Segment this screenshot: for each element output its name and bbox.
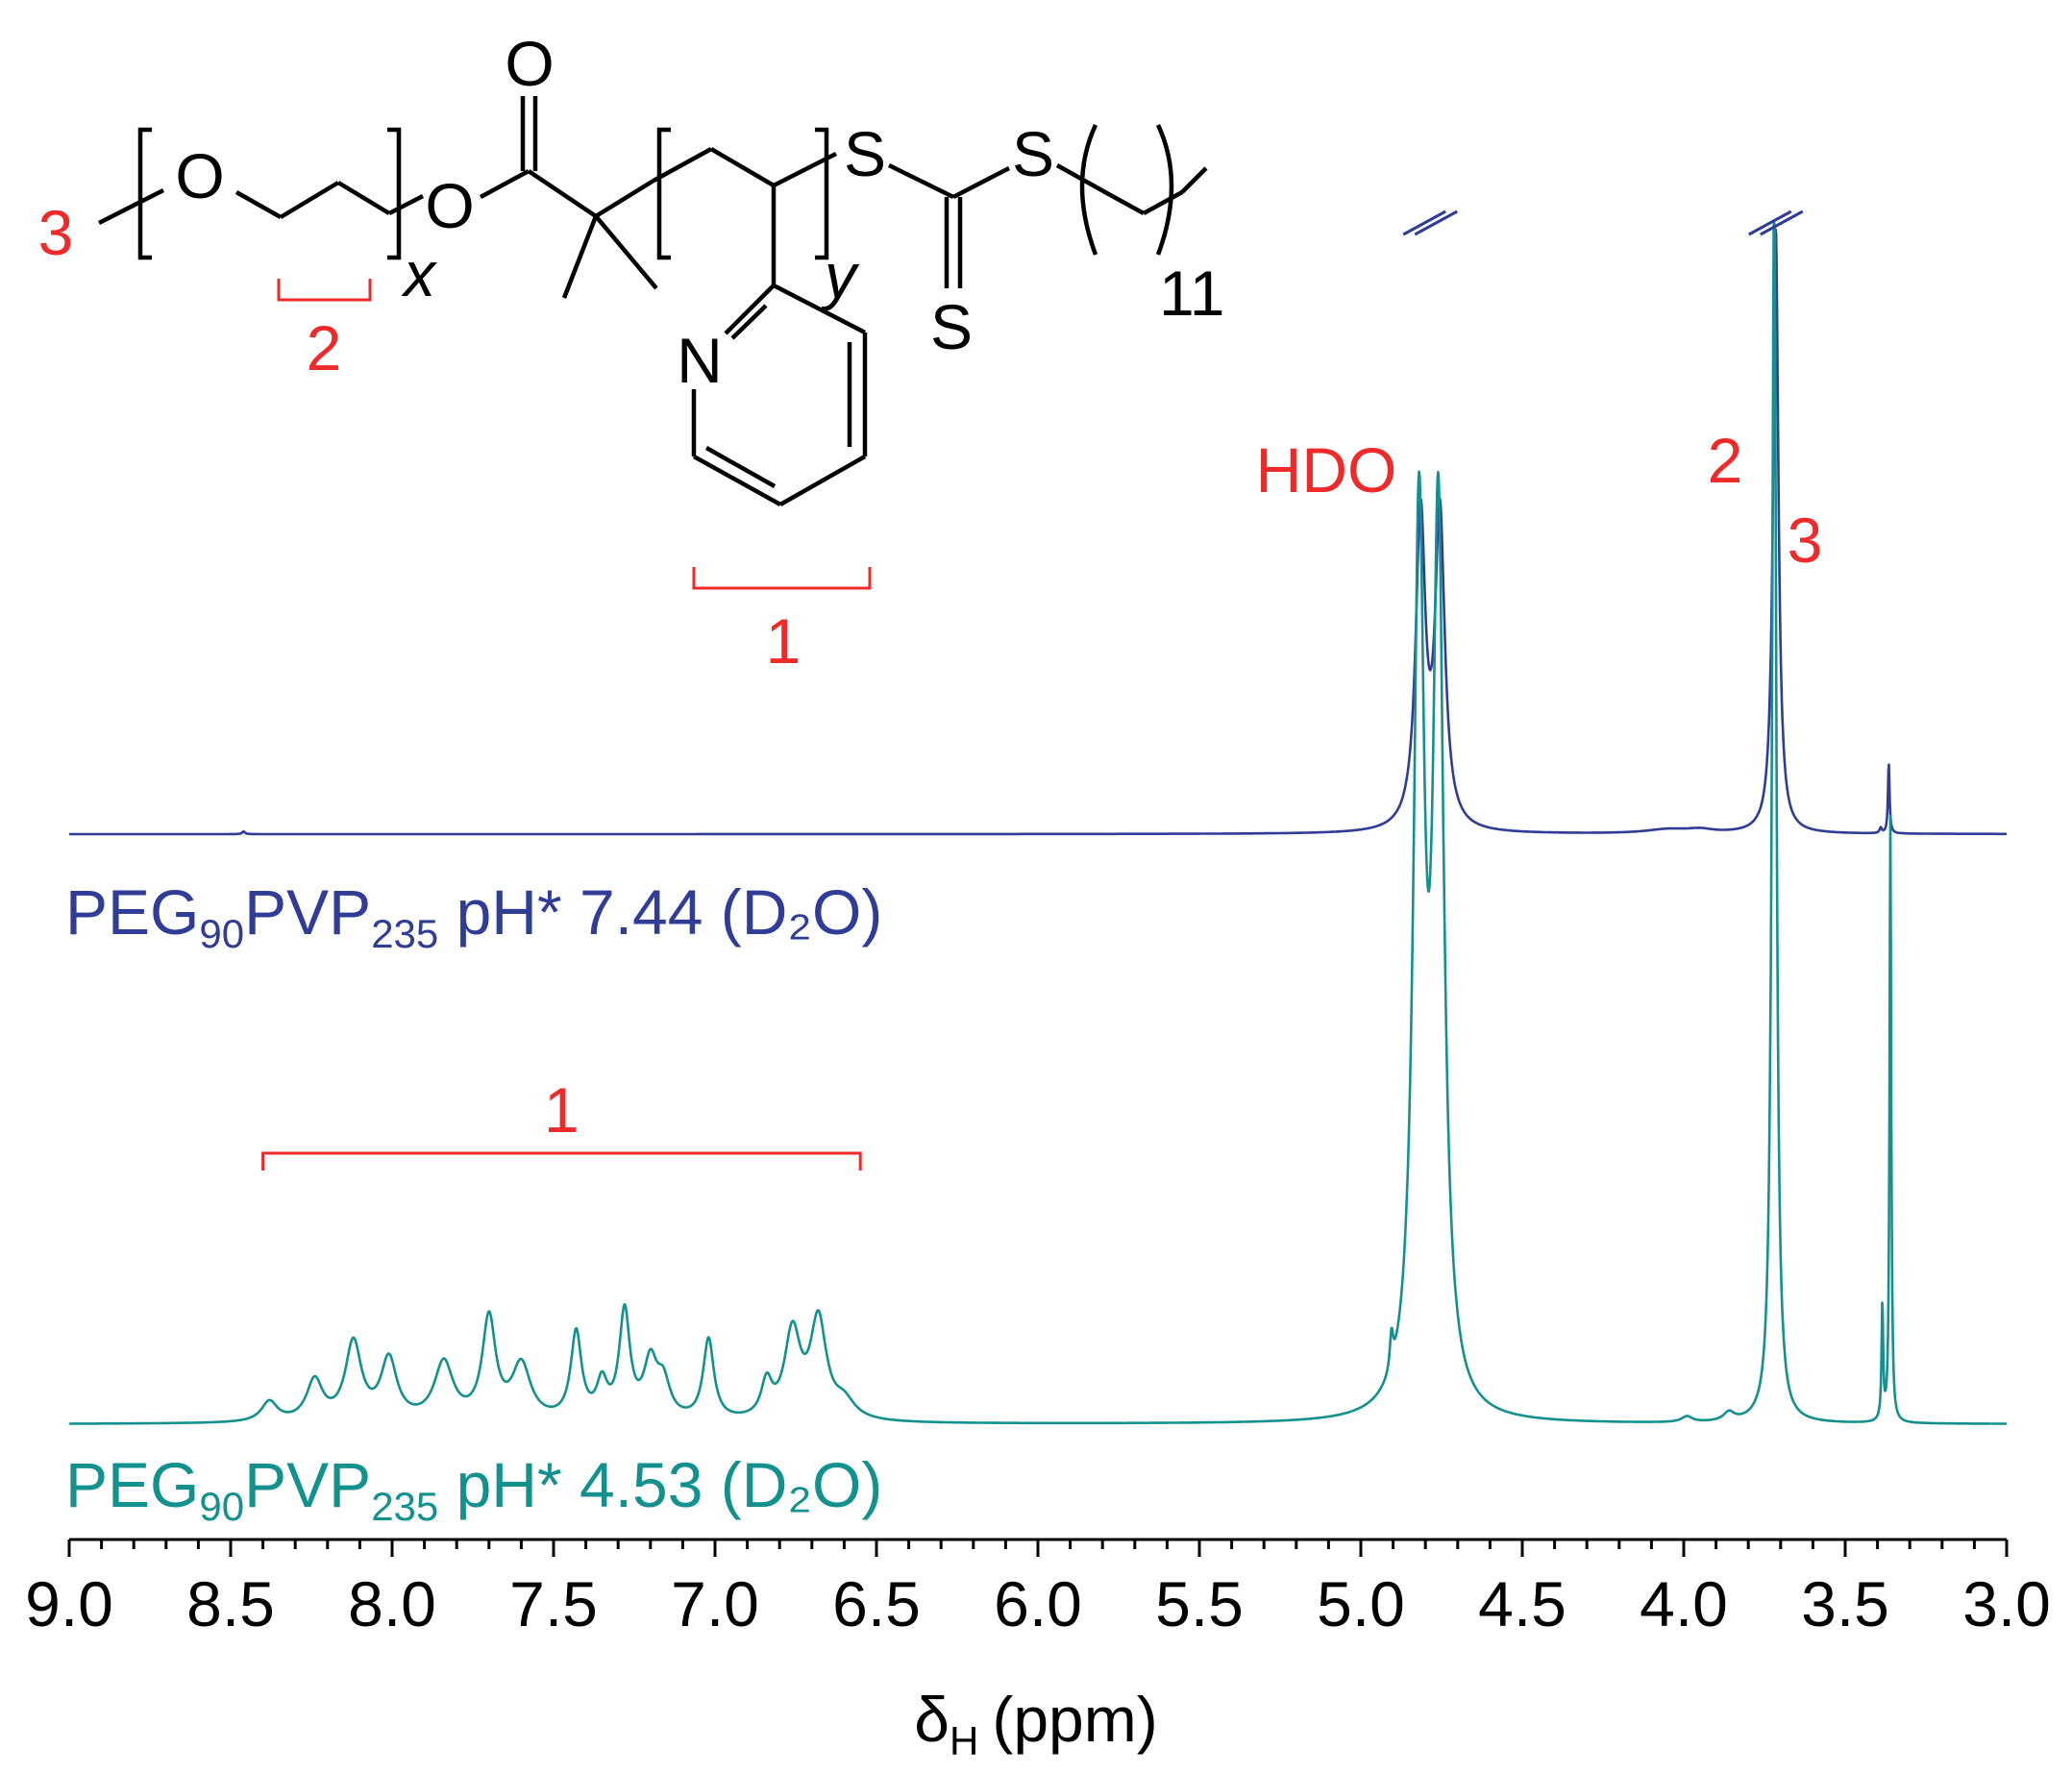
series-line-ph-7.44 [68, 228, 2008, 836]
bond [479, 169, 530, 199]
repeat-index-y: y [821, 240, 860, 311]
x-tick-label: 6.0 [994, 1568, 1082, 1639]
series-label-part: PEG [65, 876, 199, 948]
series-label-part: pH* 7.44 (D₂O) [438, 876, 882, 948]
annotation-aromatic-1: 1 [544, 1074, 580, 1146]
peg-bracket-right [387, 127, 402, 260]
x-axis: 9.0 8.5 8.0 7.5 7.0 6.5 6.0 5.5 5.0 4.5 4.0 3.5 3.0 … [25, 1538, 2051, 1763]
bond [951, 166, 1011, 199]
x-tick-label: 7.5 [509, 1568, 598, 1639]
x-axis-title-unit: (ppm) [992, 1684, 1157, 1755]
bond [594, 179, 655, 218]
bond [387, 193, 425, 216]
atom-sulfur-thione: S [930, 291, 973, 362]
x-axis-title: δH (ppm) [914, 1684, 1157, 1763]
x-axis-ticks: 9.0 8.5 8.0 7.5 7.0 6.5 6.0 5.5 5.0 4.5 4.0 3.5 3.0 [25, 1540, 2051, 1639]
series-label-subscript: 235 [371, 1484, 438, 1529]
chain-paren-left [1079, 124, 1098, 256]
atom-oxygen: O [175, 140, 224, 211]
peak-break-mark [1414, 209, 1458, 236]
series-label-subscript: 235 [371, 911, 438, 956]
spectra-plot: PEG90PVP235 pH* 7.44 (D₂O) PEG90PVP235 p… [65, 209, 2008, 1529]
bond [527, 169, 598, 218]
atom-nitrogen: N [677, 325, 723, 396]
series-line-ph-4.53 [68, 221, 2008, 1425]
series-label-part: PVP [244, 1449, 371, 1520]
polymer-structure: 3 O x 2 O O y [38, 28, 1225, 677]
bond [1180, 166, 1208, 194]
series-label-subscript: 90 [199, 911, 244, 956]
peak-break-mark [1402, 209, 1446, 236]
x-tick-label: 7.0 [671, 1568, 759, 1639]
x-tick-label: 3.5 [1801, 1568, 1889, 1639]
structure-bracket-2-label: 2 [307, 312, 342, 383]
series-label-subscript: 90 [199, 1484, 244, 1529]
bond [772, 151, 838, 188]
bond [97, 187, 165, 226]
x-tick-label: 6.5 [832, 1568, 921, 1639]
repeat-index-x: x [401, 238, 437, 309]
bond [279, 181, 340, 219]
bond [778, 455, 867, 506]
series-label-part: PEG [65, 1449, 199, 1520]
peg-bracket-left [137, 127, 152, 260]
pvp-bracket-right [815, 127, 829, 260]
x-tick-label: 4.0 [1640, 1568, 1728, 1639]
bond [704, 446, 777, 488]
annotation-peak-3: 3 [1788, 505, 1823, 576]
structure-label-3: 3 [38, 197, 74, 268]
x-tick-label: 9.0 [25, 1568, 113, 1639]
bond [652, 147, 713, 183]
series-label-ph-4.53: PEG90PVP235 pH* 4.53 (D₂O) [65, 1449, 882, 1529]
x-tick-label: 8.5 [186, 1568, 275, 1639]
structure-bracket-2 [277, 279, 372, 302]
peak-break-mark [1748, 209, 1792, 236]
chain-paren-right [1155, 124, 1174, 256]
x-axis-title-subscript: H [950, 1718, 978, 1763]
bond [692, 455, 782, 506]
x-tick-label: 8.0 [348, 1568, 436, 1639]
bond [234, 190, 283, 219]
structure-bracket-1-label: 1 [766, 605, 802, 677]
structure-bracket-1 [692, 567, 872, 590]
atom-oxygen-ester: O [425, 170, 474, 241]
bond [561, 215, 599, 299]
peak-break-mark [1760, 209, 1804, 236]
bond [888, 162, 954, 200]
x-tick-label: 5.0 [1317, 1568, 1405, 1639]
atom-sulfur: S [844, 118, 886, 189]
x-tick-label: 5.5 [1155, 1568, 1244, 1639]
atom-oxygen-carbonyl: O [505, 28, 554, 99]
aromatic-region-bracket [261, 1151, 862, 1170]
x-axis-title-symbol: δ [914, 1684, 950, 1755]
annotation-hdo: HDO [1256, 434, 1397, 505]
series-label-part: pH* 4.53 (D₂O) [438, 1449, 882, 1520]
annotation-peak-2: 2 [1708, 425, 1743, 496]
x-tick-label: 3.0 [1962, 1568, 2051, 1639]
bond [709, 147, 776, 187]
bond [1142, 190, 1184, 215]
series-label-ph-7.44: PEG90PVP235 pH* 7.44 (D₂O) [65, 876, 882, 956]
chain-count: 11 [1159, 258, 1225, 329]
bond [1103, 190, 1146, 215]
pvp-bracket-left [656, 127, 671, 260]
bond [336, 181, 391, 215]
peak-break-marks [1402, 209, 1804, 236]
bond [772, 283, 867, 334]
bond [730, 304, 768, 340]
bond [724, 283, 776, 335]
series-label-part: PVP [244, 876, 371, 948]
x-tick-label: 4.5 [1478, 1568, 1566, 1639]
atom-sulfur: S [1012, 118, 1054, 189]
bond [594, 214, 658, 290]
